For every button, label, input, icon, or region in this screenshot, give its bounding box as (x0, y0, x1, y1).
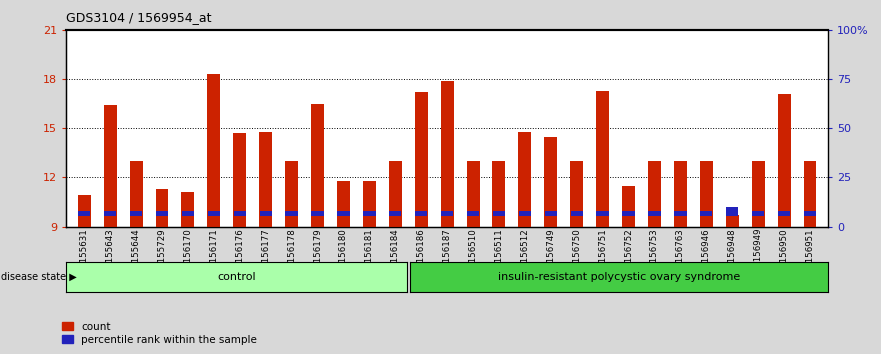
Bar (596, 211, 609, 216)
Bar (674, 161, 687, 227)
Bar (363, 211, 375, 216)
Bar (803, 211, 816, 216)
Bar (311, 211, 323, 216)
Bar (570, 161, 583, 227)
Bar (285, 161, 298, 227)
Bar (156, 189, 168, 227)
Text: disease state ▶: disease state ▶ (1, 272, 77, 282)
Bar (700, 161, 713, 227)
Bar (544, 211, 557, 216)
Bar (130, 211, 142, 216)
Bar (544, 137, 558, 227)
Bar (492, 211, 505, 216)
Bar (778, 94, 790, 227)
Bar (622, 185, 635, 227)
Bar (415, 211, 427, 216)
Bar (259, 132, 272, 227)
Bar (467, 161, 479, 227)
Bar (104, 211, 116, 216)
Bar (389, 211, 402, 216)
Bar (363, 181, 376, 227)
Bar (803, 161, 817, 227)
Text: GDS3104 / 1569954_at: GDS3104 / 1569954_at (66, 11, 211, 24)
Bar (337, 211, 350, 216)
Bar (260, 211, 272, 216)
Bar (104, 105, 116, 227)
Legend: count, percentile rank within the sample: count, percentile rank within the sample (58, 317, 261, 349)
Bar (207, 74, 220, 227)
Bar (519, 211, 531, 216)
Bar (440, 81, 454, 227)
Text: control: control (218, 272, 255, 282)
Text: insulin-resistant polycystic ovary syndrome: insulin-resistant polycystic ovary syndr… (498, 272, 740, 282)
Bar (208, 211, 220, 216)
Bar (181, 211, 194, 216)
Bar (467, 211, 479, 216)
Bar (778, 211, 790, 216)
Bar (181, 192, 195, 227)
Bar (648, 161, 661, 227)
Bar (726, 207, 738, 216)
Bar (156, 211, 168, 216)
Bar (285, 211, 298, 216)
Bar (596, 91, 609, 227)
Bar (674, 211, 686, 216)
Bar (648, 211, 661, 216)
Bar (726, 215, 738, 227)
Bar (441, 211, 453, 216)
Bar (337, 181, 350, 227)
Bar (78, 211, 91, 216)
Bar (233, 211, 246, 216)
Bar (389, 161, 402, 227)
Bar (571, 211, 583, 216)
Bar (752, 211, 765, 216)
Bar (78, 195, 91, 227)
Bar (726, 211, 738, 216)
Bar (518, 132, 531, 227)
Bar (751, 161, 765, 227)
Bar (311, 104, 324, 227)
Bar (492, 161, 506, 227)
Bar (130, 161, 143, 227)
Bar (233, 133, 246, 227)
Bar (415, 92, 427, 227)
Bar (622, 211, 634, 216)
Bar (700, 211, 713, 216)
